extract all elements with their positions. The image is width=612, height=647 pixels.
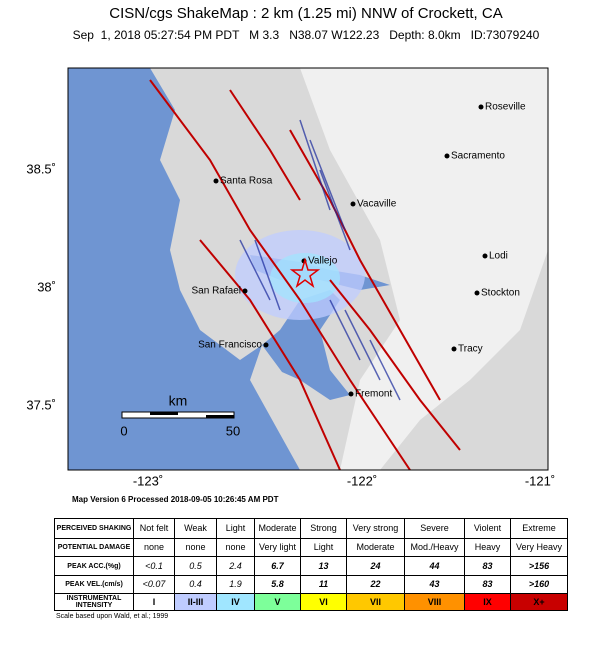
city-label: San Francisco — [198, 340, 262, 351]
legend-cell: 5.8 — [254, 575, 301, 594]
legend-cell: VII — [346, 593, 405, 611]
legend-cell: <0.07 — [133, 575, 175, 594]
legend-cell: V — [254, 593, 301, 611]
city-label: Roseville — [485, 102, 526, 113]
city-label: Vacaville — [357, 199, 397, 210]
scale-label: 0 — [120, 423, 127, 438]
legend-row: PERCEIVED SHAKING Not felt Weak Light Modera… — [54, 518, 568, 539]
legend-cell: Moderate — [254, 518, 301, 539]
legend-cell: Very light — [254, 538, 301, 557]
legend-cell: X+ — [510, 593, 568, 611]
city-dot — [444, 153, 450, 159]
scale-label: 50 — [226, 423, 240, 438]
legend-cell: Light — [216, 518, 255, 539]
legend-cell: Heavy — [464, 538, 511, 557]
legend-cell: >156 — [510, 556, 568, 576]
legend-cell: 24 — [346, 556, 405, 576]
lon-label: -122˚ — [347, 473, 377, 488]
city-label: Vallejo — [308, 256, 338, 267]
city-dot — [263, 342, 269, 348]
row-header: PEAK ACC.(%g) — [54, 556, 134, 576]
legend-cell: VI — [300, 593, 347, 611]
legend-cell: none — [133, 538, 175, 557]
subtitle: Sep 1, 2018 05:27:54 PM PDT M 3.3 N38.07… — [73, 28, 540, 42]
legend-cell: 0.4 — [174, 575, 217, 594]
legend-cell: II-III — [174, 593, 217, 611]
legend-cell: 83 — [464, 556, 511, 576]
city-dot — [348, 391, 354, 397]
lon-label: -121˚ — [525, 473, 555, 488]
title: CISN/cgs ShakeMap : 2 km (1.25 mi) NNW o… — [109, 5, 502, 22]
legend-cell: Mod./Heavy — [404, 538, 465, 557]
lat-label: 38˚ — [37, 279, 56, 294]
city-dot — [474, 290, 480, 296]
legend-cell: Weak — [174, 518, 217, 539]
legend-cell: Strong — [300, 518, 347, 539]
city-dot — [350, 201, 356, 207]
lon-label: -123˚ — [133, 473, 163, 488]
city-label: Tracy — [458, 344, 483, 355]
city-dot — [451, 346, 457, 352]
legend-cell: 44 — [404, 556, 465, 576]
legend-cell: 83 — [464, 575, 511, 594]
legend-cell: Extreme — [510, 518, 568, 539]
legend-cell: none — [174, 538, 217, 557]
city-label: Lodi — [489, 251, 508, 262]
legend-cell: Light — [300, 538, 347, 557]
city-dot — [242, 288, 248, 294]
legend-row: INSTRUMENTAL INTENSITY I II-III IV V VI VII VII… — [54, 593, 568, 611]
legend-cell: 22 — [346, 575, 405, 594]
city-label: San Rafael — [192, 286, 241, 297]
legend-cell: Moderate — [346, 538, 405, 557]
legend-row: POTENTIAL DAMAGE none none none Very light Li… — [54, 538, 568, 557]
map-frame — [67, 67, 549, 471]
legend-row: PEAK ACC.(%g) <0.1 0.5 2.4 6.7 13 24 44 83 >156 — [54, 556, 568, 576]
footer: Scale based upon Wald, et al.; 1999 — [56, 613, 168, 620]
legend-cell: none — [216, 538, 255, 557]
legend-cell: Very Heavy — [510, 538, 568, 557]
row-header: PEAK VEL.(cm/s) — [54, 575, 134, 594]
version-note: Map Version 6 Processed 2018-09-05 10:26… — [72, 495, 279, 504]
city-dot — [482, 253, 488, 259]
legend-cell: 2.4 — [216, 556, 255, 576]
legend-cell: 43 — [404, 575, 465, 594]
legend-cell: <0.1 — [133, 556, 175, 576]
legend-cell: >160 — [510, 575, 568, 594]
legend-cell: 0.5 — [174, 556, 217, 576]
epicenter — [289, 257, 321, 288]
legend-cell: VIII — [404, 593, 465, 611]
city-label: Stockton — [481, 288, 520, 299]
city-label: Fremont — [355, 389, 392, 400]
legend-cell: 1.9 — [216, 575, 255, 594]
city-label: Sacramento — [451, 151, 505, 162]
legend-cell: I — [133, 593, 175, 611]
row-header: PERCEIVED SHAKING — [54, 518, 134, 539]
city-dot — [478, 104, 484, 110]
legend-row: PEAK VEL.(cm/s) <0.07 0.4 1.9 5.8 11 22 43 83 >16… — [54, 575, 568, 594]
legend-cell: 11 — [300, 575, 347, 594]
scale-title: km — [169, 393, 188, 409]
row-header: POTENTIAL DAMAGE — [54, 538, 134, 557]
legend-cell: 6.7 — [254, 556, 301, 576]
scale-bar: km 0 50 — [120, 393, 240, 439]
legend-cell: Violent — [464, 518, 511, 539]
legend-cell: Not felt — [133, 518, 175, 539]
row-header: INSTRUMENTAL INTENSITY — [54, 593, 134, 611]
map-area — [68, 68, 548, 470]
lat-label: 38.5˚ — [26, 161, 56, 176]
legend-cell: 13 — [300, 556, 347, 576]
city-dot — [213, 178, 219, 184]
legend-cell: IV — [216, 593, 255, 611]
lat-label: 37.5˚ — [26, 397, 56, 412]
intensity-legend: PERCEIVED SHAKING Not felt Weak Light Modera… — [54, 518, 568, 611]
legend-cell: Severe — [404, 518, 465, 539]
legend-cell: Very strong — [346, 518, 405, 539]
legend-cell: IX — [464, 593, 511, 611]
city-label: Santa Rosa — [220, 176, 273, 187]
